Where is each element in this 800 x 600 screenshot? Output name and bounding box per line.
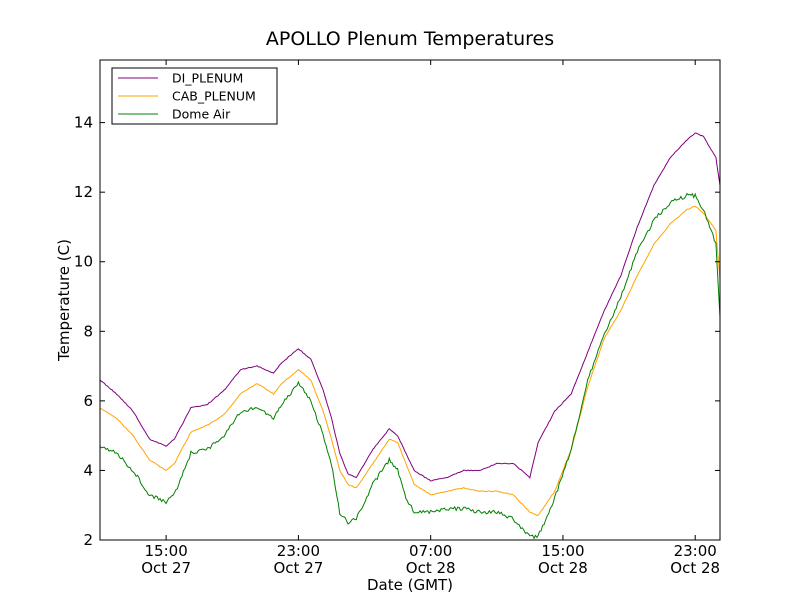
x-tick-label-date: Oct 28 [538, 559, 588, 577]
y-tick-label: 2 [83, 531, 93, 549]
x-tick-label-date: Oct 27 [274, 559, 324, 577]
chart-title: APOLLO Plenum Temperatures [266, 28, 554, 50]
x-tick-label-time: 15:00 [541, 542, 584, 560]
y-tick-label: 14 [74, 114, 93, 132]
y-axis: 2 4 6 8 10 12 14 [74, 114, 720, 549]
y-tick-label: 10 [74, 253, 93, 271]
plot-frame [99, 59, 721, 541]
series-line-dome-air [99, 192, 721, 540]
x-tick-label-date: Oct 28 [406, 559, 456, 577]
y-tick-label: 12 [74, 183, 93, 201]
series-layer [99, 132, 721, 540]
legend-label: Dome Air [172, 107, 231, 122]
legend-label: DI_PLENUM [172, 71, 243, 86]
x-tick-label-date: Oct 28 [670, 559, 720, 577]
y-axis-label: Temperature (C) [55, 239, 73, 362]
x-tick-label-time: 23:00 [277, 542, 320, 560]
x-tick-label-time: 23:00 [674, 542, 717, 560]
x-tick-label-time: 15:00 [145, 542, 188, 560]
x-axis-label: Date (GMT) [367, 576, 453, 594]
y-tick-label: 4 [83, 461, 93, 479]
y-tick-label: 8 [83, 322, 93, 340]
x-tick-label-time: 07:00 [409, 542, 452, 560]
legend: DI_PLENUM CAB_PLENUM Dome Air [111, 67, 278, 125]
x-tick-label-date: Oct 27 [141, 559, 191, 577]
series-line-di-plenum [99, 132, 721, 482]
y-tick-label: 6 [83, 392, 93, 410]
series-line-cab-plenum [99, 205, 721, 516]
legend-label: CAB_PLENUM [172, 89, 256, 104]
